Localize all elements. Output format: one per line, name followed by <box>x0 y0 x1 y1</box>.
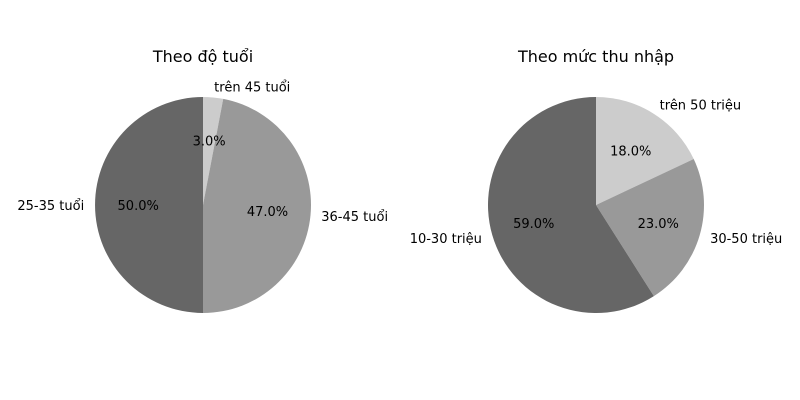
slice-percent-0-1: 47.0% <box>247 205 288 220</box>
slice-percent-0-2: 3.0% <box>193 134 226 149</box>
slice-percent-0-0: 50.0% <box>118 199 159 214</box>
pie-slice-1-2 <box>596 97 694 205</box>
pie-chart-income: Theo mức thu nhập 10-30 triệu 59.0% 30-50 … <box>410 47 782 313</box>
slice-percent-1-2: 18.0% <box>610 144 651 159</box>
slice-percent-1-0: 59.0% <box>513 217 554 232</box>
pie-slice-1-1 <box>596 159 704 297</box>
slice-label-0-2: trên 45 tuổi <box>214 81 290 96</box>
slice-label-1-2: trên 50 triệu <box>660 99 742 114</box>
slice-label-0-1: 36-45 tuổi <box>321 210 388 225</box>
pie-slice-0-1 <box>203 98 311 313</box>
pie-chart-age: Theo độ tuổi 25-35 tuổi 50.0% 36-45 tuổi 47… <box>17 47 388 313</box>
chart-title-age: Theo độ tuổi <box>152 47 253 66</box>
slice-label-0-0: 25-35 tuổi <box>17 199 84 214</box>
slice-label-1-0: 10-30 triệu <box>410 232 482 247</box>
slice-label-1-1: 30-50 triệu <box>710 232 782 247</box>
pie-slice-0-0 <box>95 97 203 313</box>
pie-slice-1-0 <box>488 97 654 313</box>
pie-slice-0-2 <box>203 97 224 205</box>
slice-percent-1-1: 23.0% <box>638 217 679 232</box>
chart-title-income: Theo mức thu nhập <box>517 47 674 66</box>
